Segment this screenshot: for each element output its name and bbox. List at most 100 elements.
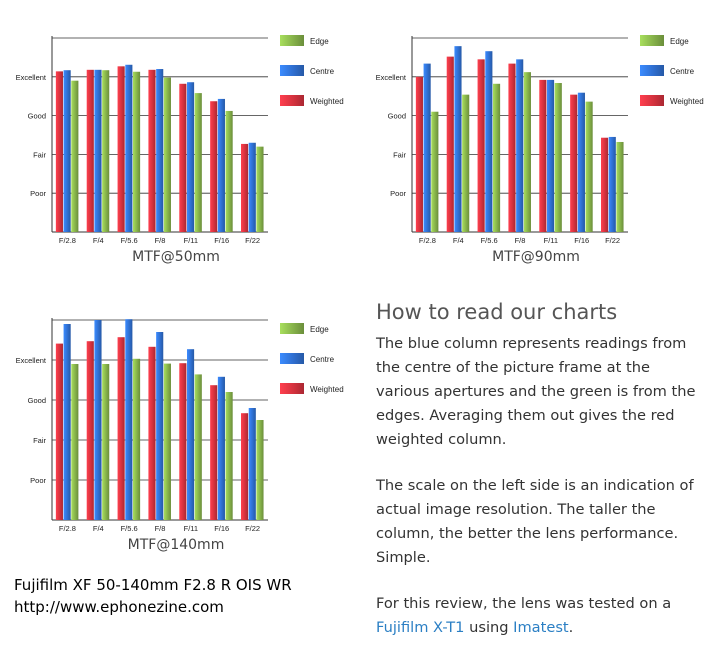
bar-edge-f-4 [462,94,470,232]
legend-swatch-edge [640,35,664,46]
x-tick-label-f-5-6: F/5.6 [121,524,138,533]
bar-weighted-f-11 [179,363,187,520]
x-tick-label-f-22: F/22 [605,236,620,245]
bar-edge-f-8 [523,72,531,232]
explain-paragraph-3: For this review, the lens was tested on … [376,592,706,640]
bar-centre-f-8 [156,69,164,232]
y-tick-label-fair: Fair [33,436,46,445]
legend-label-edge: Edge [310,325,329,334]
bar-centre-f-22 [248,408,256,520]
bar-edge-f-22 [256,146,264,232]
bar-weighted-f-2-8 [55,343,63,520]
bar-centre-f-4 [94,320,102,520]
how-to-read-heading: How to read our charts [376,300,618,324]
bar-edge-f-5-6 [133,358,141,520]
bar-edge-f-11 [554,83,562,233]
bar-edge-f-16 [225,110,233,232]
y-tick-label-poor: Poor [30,189,46,198]
lens-caption: Fujifilm XF 50-140mm F2.8 R OIS WR http:… [14,574,292,618]
bar-weighted-f-8 [148,346,156,520]
x-tick-label-f-5-6: F/5.6 [121,236,138,245]
y-tick-label-good: Good [28,396,46,405]
explain-paragraph-2: The scale on the left side is an indicat… [376,477,694,566]
bar-centre-f-16 [217,98,225,232]
lens-name: Fujifilm XF 50-140mm F2.8 R OIS WR [14,576,292,594]
test-note-suffix: . [568,619,574,636]
source-url: http://www.ephonezine.com [14,598,224,616]
x-tick-label-f-11: F/11 [184,524,198,533]
bar-weighted-f-16 [570,94,578,232]
bar-centre-f-16 [577,92,585,232]
x-tick-label-f-4: F/4 [453,236,464,245]
legend-label-edge: Edge [310,37,329,46]
camera-link[interactable]: Fujifilm X-T1 [376,619,465,636]
x-tick-label-f-16: F/16 [214,524,229,533]
x-tick-label-f-11: F/11 [184,236,198,245]
bar-edge-f-2-8 [431,111,439,232]
bar-centre-f-2-8 [423,63,431,232]
bar-edge-f-22 [256,420,264,520]
bar-weighted-f-4 [86,69,94,232]
y-tick-label-poor: Poor [30,476,46,485]
bar-weighted-f-22 [601,137,609,232]
bar-weighted-f-22 [241,143,249,232]
mtf-chart-90mm: Poor Fair Good Excellent F/2.8 F/4 F/5.6 F/8 F/1… [360,0,720,290]
bar-weighted-f-11 [539,79,547,233]
y-tick-label-fair: Fair [393,150,406,159]
bar-centre-f-16 [217,376,225,520]
x-tick-label-f-2-8: F/2.8 [419,236,436,245]
x-tick-label-f-22: F/22 [245,236,260,245]
mtf-chart-50mm: Poor Fair Good Excellent F/2.8 F/4 F/5.6 F/8 F/1… [0,0,360,290]
bar-weighted-f-16 [210,101,218,232]
chart-title: MTF@90mm [492,249,580,265]
bar-centre-f-2-8 [63,70,71,232]
bar-centre-f-4 [94,69,102,232]
x-tick-label-f-16: F/16 [214,236,229,245]
y-tick-label-poor: Poor [390,189,406,198]
bar-edge-f-8 [163,363,171,520]
legend-label-edge: Edge [670,37,689,46]
bar-centre-f-4 [454,46,462,233]
legend-label-centre: Centre [670,67,695,76]
x-tick-label-f-22: F/22 [245,524,260,533]
bar-weighted-f-11 [179,83,187,232]
chart-title: MTF@50mm [132,249,220,265]
bar-edge-f-8 [163,77,171,233]
x-tick-label-f-2-8: F/2.8 [59,524,76,533]
legend-swatch-edge [280,323,304,334]
legend-swatch-weighted [280,95,304,106]
bar-weighted-f-5-6 [117,337,125,520]
legend-swatch-weighted [640,95,664,106]
how-to-read-panel: How to read our charts The blue column r… [376,300,706,662]
bar-centre-f-22 [608,136,616,232]
y-tick-label-excellent: Excellent [16,73,47,82]
legend-label-weighted: Weighted [310,385,344,394]
bar-edge-f-5-6 [493,83,501,232]
bar-centre-f-5-6 [485,51,493,232]
bar-weighted-f-4 [446,56,454,233]
bar-edge-f-16 [585,101,593,232]
test-note-prefix: For this review, the lens was tested on … [376,595,672,612]
legend-swatch-centre [280,353,304,364]
imatest-link[interactable]: Imatest [513,619,569,636]
x-tick-label-f-4: F/4 [93,524,104,533]
legend-swatch-edge [280,35,304,46]
bar-centre-f-8 [156,332,164,520]
legend-swatch-weighted [280,383,304,394]
bar-edge-f-4 [102,70,110,232]
bar-centre-f-8 [516,59,524,233]
explain-paragraph-1: The blue column represents readings from… [376,335,696,448]
bar-weighted-f-16 [210,385,218,520]
y-tick-label-fair: Fair [33,150,46,159]
y-tick-label-good: Good [28,112,46,121]
legend-label-weighted: Weighted [670,97,704,106]
bar-centre-f-11 [187,82,195,233]
bar-edge-f-2-8 [71,364,79,520]
chart-title: MTF@140mm [128,537,225,553]
y-tick-label-excellent: Excellent [376,73,407,82]
legend-label-centre: Centre [310,355,335,364]
x-tick-label-f-5-6: F/5.6 [481,236,498,245]
legend-swatch-centre [280,65,304,76]
bar-weighted-f-2-8 [55,71,63,232]
bar-weighted-f-4 [86,341,94,520]
